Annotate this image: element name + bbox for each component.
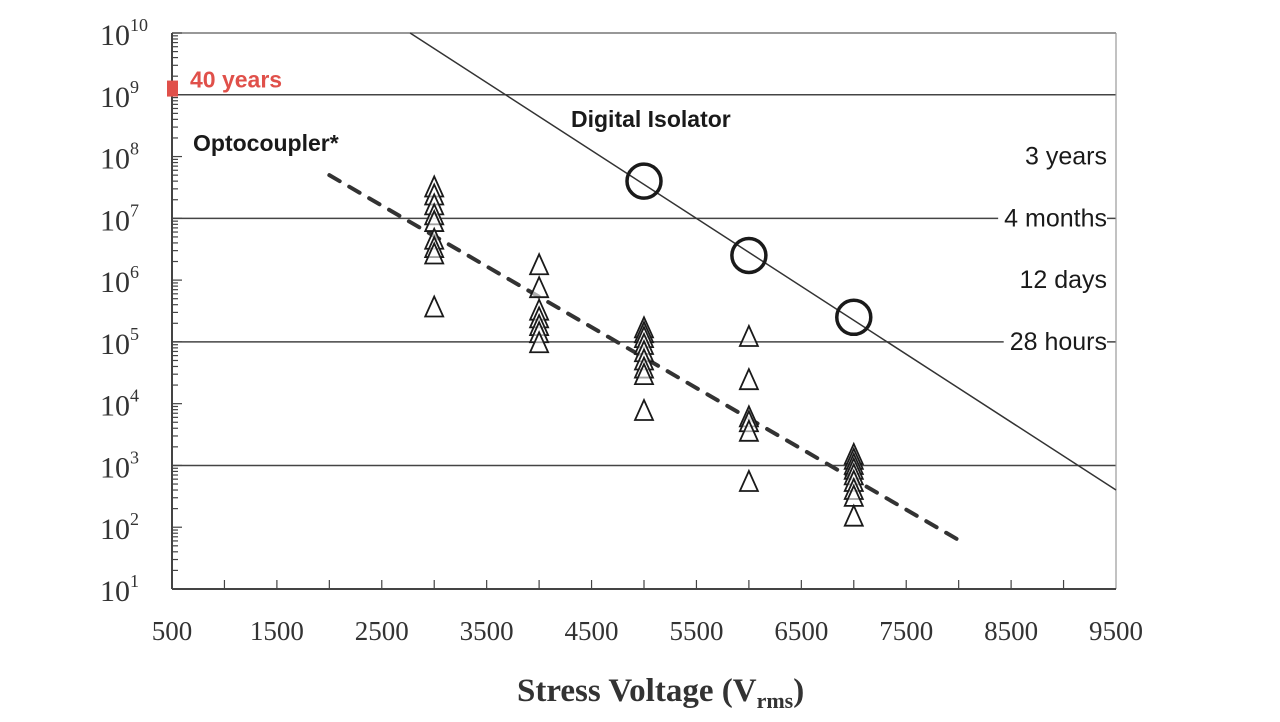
y-tick-base: 10 <box>100 575 130 608</box>
y-tick-exponent: 6 <box>130 262 139 282</box>
data-point-optocoupler <box>528 330 550 354</box>
highlight-marker <box>167 80 178 97</box>
data-point-digital-isolator <box>835 298 873 337</box>
data-point-optocoupler <box>633 397 655 421</box>
x-axis-label: Stress Voltage (Vrms) <box>517 673 804 713</box>
x-tick-label: 6500 <box>774 616 828 646</box>
y-tick-label: 107 <box>100 200 139 237</box>
y-tick-exponent: 7 <box>130 200 139 220</box>
data-point-optocoupler <box>738 366 760 391</box>
annotation-optocoupler: Optocoupler* <box>193 130 339 156</box>
x-axis-label-close: ) <box>793 673 804 709</box>
y-tick-exponent: 1 <box>130 571 139 591</box>
y-tick-label: 1010 <box>100 15 148 52</box>
y-tick-base: 10 <box>100 81 130 114</box>
reference-label: 12 days <box>1019 266 1107 294</box>
y-tick-label: 104 <box>100 386 139 423</box>
data-point-optocoupler <box>423 294 445 318</box>
y-tick-exponent: 5 <box>130 324 139 344</box>
x-tick-label: 500 <box>152 616 193 646</box>
y-tick-base: 10 <box>100 19 130 52</box>
y-tick-exponent: 8 <box>130 139 139 159</box>
reference-label: 3 years <box>1025 143 1107 171</box>
reference-label-background <box>1019 142 1107 171</box>
x-tick-label: 3500 <box>460 616 514 646</box>
data-point-optocoupler <box>738 323 760 347</box>
y-tick-label: 109 <box>100 77 139 114</box>
y-tick-label: 105 <box>100 324 139 361</box>
annotation-digital-isolator: Digital Isolator <box>571 106 731 132</box>
x-tick-label: 5500 <box>669 616 723 646</box>
reference-label: 28 hours <box>1010 328 1107 356</box>
x-axis-label-subscript: rms <box>757 688 794 713</box>
data-point-digital-isolator <box>730 236 768 275</box>
y-tick-label: 106 <box>100 262 139 299</box>
data-point-optocoupler <box>843 503 865 527</box>
data-point-optocoupler <box>738 468 760 492</box>
x-axis-label-main: Stress Voltage (V <box>517 673 757 709</box>
data-points <box>423 162 873 527</box>
x-tick-label: 1500 <box>250 616 304 646</box>
x-tick-label: 2500 <box>355 616 409 646</box>
data-point-digital-isolator <box>625 162 663 200</box>
y-tick-base: 10 <box>100 328 130 361</box>
y-tick-label: 101 <box>100 571 139 608</box>
y-tick-base: 10 <box>100 266 130 299</box>
reference-label-background <box>998 204 1107 233</box>
data-point-optocoupler <box>633 361 655 386</box>
y-tick-label: 108 <box>100 139 139 176</box>
data-point-optocoupler <box>738 418 760 442</box>
y-tick-exponent: 9 <box>130 77 139 97</box>
y-tick-exponent: 2 <box>130 509 139 529</box>
data-point-optocoupler <box>528 252 550 276</box>
reference-label: 4 months <box>1004 204 1107 232</box>
y-tick-base: 10 <box>100 451 130 484</box>
x-tick-label: 7500 <box>879 616 933 646</box>
reference-label-background <box>1003 327 1107 356</box>
y-tick-exponent: 10 <box>130 15 148 35</box>
highlight-label-40-years: 40 years <box>190 67 282 93</box>
y-tick-base: 10 <box>100 204 130 237</box>
y-tick-label: 103 <box>100 447 139 484</box>
labels: Digital Isolator Optocoupler* 40 years S… <box>167 67 1107 713</box>
data-point-optocoupler <box>423 241 445 265</box>
reference-label-background <box>1013 266 1107 295</box>
y-tick-exponent: 3 <box>130 447 139 467</box>
data-point-optocoupler <box>528 274 550 299</box>
y-tick-exponent: 4 <box>130 386 139 406</box>
y-tick-base: 10 <box>100 143 130 176</box>
x-tick-label: 9500 <box>1089 616 1143 646</box>
x-tick-label: 4500 <box>565 616 619 646</box>
x-tick-label: 8500 <box>984 616 1038 646</box>
y-tick-base: 10 <box>100 513 130 546</box>
y-tick-base: 10 <box>100 390 130 423</box>
y-tick-label: 102 <box>100 509 139 546</box>
